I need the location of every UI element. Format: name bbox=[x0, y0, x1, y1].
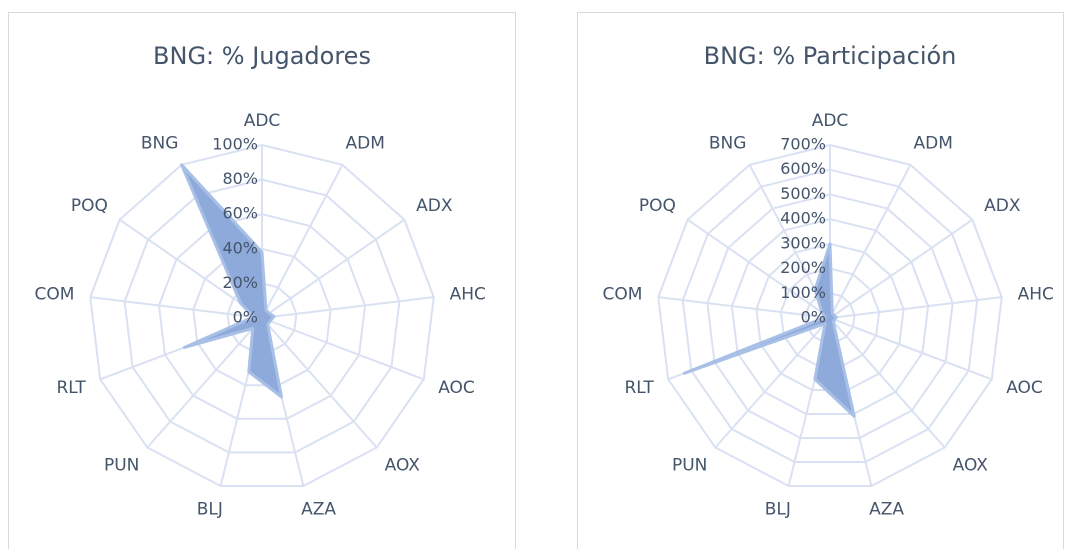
grid-ring bbox=[730, 218, 930, 415]
category-label: COM bbox=[603, 284, 643, 304]
spoke bbox=[146, 317, 263, 449]
chart-title: BNG: % Participación bbox=[704, 42, 957, 70]
category-label: AOX bbox=[385, 455, 421, 475]
category-label: POQ bbox=[71, 196, 108, 216]
tick-label: 200% bbox=[780, 258, 826, 277]
spoke bbox=[687, 218, 831, 319]
spoke bbox=[658, 296, 831, 319]
spoke bbox=[829, 164, 912, 319]
category-label: BLJ bbox=[197, 499, 223, 519]
category-label: COM bbox=[35, 284, 75, 304]
tick-label: 400% bbox=[780, 209, 826, 228]
category-label: RLT bbox=[56, 378, 86, 398]
category-label: AZA bbox=[301, 499, 336, 519]
category-label: AOC bbox=[1006, 378, 1043, 398]
grid-ring bbox=[706, 193, 954, 439]
grid-ring bbox=[89, 143, 435, 487]
category-label: POQ bbox=[639, 196, 676, 216]
tick-label: 600% bbox=[780, 159, 826, 178]
tick-label: 0% bbox=[233, 308, 258, 327]
tick-label: 80% bbox=[222, 169, 258, 188]
spoke bbox=[714, 317, 831, 449]
category-label: AHC bbox=[450, 284, 486, 304]
series-area bbox=[180, 163, 283, 399]
category-label: ADX bbox=[984, 196, 1021, 216]
category-label: PUN bbox=[104, 455, 139, 475]
category-label: RLT bbox=[624, 378, 654, 398]
category-label: ADM bbox=[914, 134, 953, 154]
spoke bbox=[829, 317, 946, 449]
grid-ring bbox=[157, 213, 367, 420]
category-label: ADX bbox=[416, 196, 453, 216]
series-area bbox=[682, 242, 856, 418]
tick-label: 300% bbox=[780, 233, 826, 252]
category-label: PUN bbox=[672, 455, 707, 475]
panel bbox=[8, 12, 516, 549]
tick-label: 0% bbox=[801, 308, 826, 327]
spoke bbox=[119, 218, 263, 319]
tick-label: 40% bbox=[222, 238, 258, 257]
panel bbox=[577, 12, 1064, 549]
grid-ring bbox=[123, 178, 401, 454]
chart-title: BNG: % Jugadores bbox=[153, 42, 371, 70]
tick-label: 100% bbox=[212, 135, 258, 154]
category-label: AOX bbox=[953, 455, 989, 475]
tick-label: 100% bbox=[780, 283, 826, 302]
grid-ring bbox=[192, 247, 332, 387]
tick-label: 700% bbox=[780, 135, 826, 154]
category-label: ADM bbox=[346, 134, 385, 154]
tick-label: 60% bbox=[222, 204, 258, 223]
spoke bbox=[261, 296, 434, 319]
category-label: AOC bbox=[438, 378, 475, 398]
category-label: BLJ bbox=[765, 499, 791, 519]
grid-ring bbox=[657, 143, 1003, 487]
category-label: BNG bbox=[709, 134, 747, 154]
tick-label: 500% bbox=[780, 184, 826, 203]
spoke bbox=[90, 296, 263, 319]
tick-label: 20% bbox=[222, 273, 258, 292]
category-label: AZA bbox=[869, 499, 904, 519]
grid-ring bbox=[681, 168, 979, 463]
spoke bbox=[261, 317, 425, 381]
spoke bbox=[829, 218, 973, 319]
category-label: BNG bbox=[141, 134, 179, 154]
spoke bbox=[261, 218, 405, 319]
category-label: ADC bbox=[244, 111, 281, 131]
spoke bbox=[261, 317, 378, 449]
spoke bbox=[829, 317, 993, 381]
category-label: AHC bbox=[1018, 284, 1054, 304]
category-label: ADC bbox=[812, 111, 849, 131]
spoke bbox=[261, 164, 344, 319]
spoke bbox=[829, 296, 1002, 319]
